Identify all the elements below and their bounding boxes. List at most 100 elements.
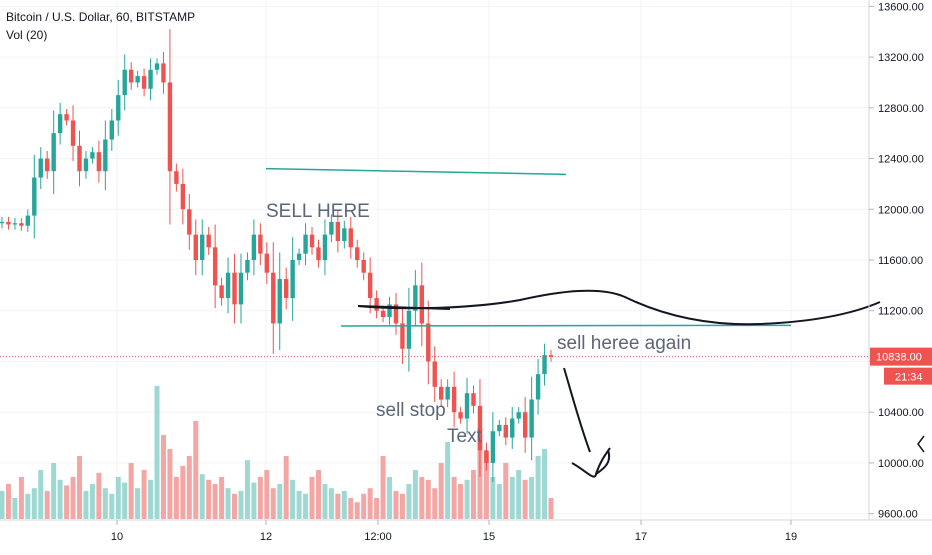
- candle-body: [380, 310, 386, 318]
- candle-body: [96, 152, 102, 172]
- volume-bar: [135, 488, 141, 519]
- candle-body: [329, 221, 334, 235]
- candle-body: [25, 215, 31, 226]
- volume-bar: [445, 442, 451, 519]
- candle-body: [12, 223, 18, 225]
- price-tick-label: 11600.00: [878, 255, 923, 267]
- volume-bar: [425, 479, 431, 519]
- curve-start-segment[interactable]: [357, 305, 451, 310]
- edge-chevron-icon[interactable]: [917, 435, 925, 453]
- volume-bar: [509, 477, 515, 519]
- volume-bar: [264, 470, 270, 519]
- volume-bar: [25, 493, 31, 519]
- candle-body: [187, 209, 192, 235]
- volume-bar: [109, 493, 115, 519]
- candle-body: [122, 69, 127, 96]
- candle-body: [439, 386, 444, 400]
- candle-body: [141, 76, 147, 89]
- volume-bar: [419, 477, 425, 519]
- price-tick-label: 12800.00: [878, 103, 924, 115]
- volume-indicator-label[interactable]: Vol (20): [6, 28, 48, 42]
- candle-body: [445, 386, 450, 400]
- candle-body: [258, 234, 263, 254]
- candle-body: [200, 234, 205, 260]
- candle-body: [516, 412, 521, 419]
- arrow-drawing[interactable]: [563, 367, 591, 453]
- candle-body: [535, 374, 541, 400]
- candle-body: [232, 272, 237, 305]
- candle-body: [451, 386, 457, 413]
- volume-bar: [173, 477, 179, 519]
- candle-body: [283, 279, 289, 299]
- candle-body: [0, 221, 5, 224]
- price-tick-label: 9600.00: [878, 509, 918, 521]
- candle-body: [432, 361, 437, 387]
- price-tick-label: 12400.00: [878, 154, 924, 166]
- price-tick-label: 12000.00: [878, 204, 924, 216]
- volume-bar: [535, 456, 541, 519]
- volume-bar: [542, 449, 548, 519]
- volume-bar: [64, 485, 70, 519]
- annotation-text[interactable]: Text: [447, 426, 483, 447]
- candle-body: [387, 304, 392, 318]
- trendline-lower[interactable]: [340, 324, 792, 327]
- candle-body: [167, 82, 173, 172]
- time-axis[interactable]: 10 12 12:00 15 17 19: [111, 520, 797, 543]
- volume-bar: [309, 477, 315, 519]
- annotation-sell-stop[interactable]: sell stop: [376, 400, 446, 421]
- volume-bar: [354, 502, 360, 519]
- price-tick-label: 10400.00: [878, 407, 924, 419]
- price-tick-label: 11200.00: [878, 306, 923, 318]
- candle-body: [277, 279, 282, 324]
- candle-body: [161, 63, 166, 83]
- candle-body: [154, 63, 160, 70]
- trendline-upper[interactable]: [265, 167, 567, 176]
- candle-body: [225, 272, 231, 299]
- volume-bar: [380, 456, 386, 519]
- candle-body: [529, 399, 534, 438]
- volume-bar: [77, 456, 83, 519]
- volume-bar: [490, 477, 496, 519]
- volume-bar: [283, 456, 289, 519]
- time-tick-label: 19: [785, 531, 797, 543]
- volume-bar: [199, 474, 205, 519]
- volume-bar: [244, 460, 250, 519]
- annotation-sell-here[interactable]: SELL HERE: [266, 201, 370, 222]
- candle-body: [503, 424, 508, 438]
- candle-body: [19, 223, 24, 226]
- candle-body: [342, 228, 347, 241]
- volume-bar: [516, 470, 522, 519]
- volume-bar: [102, 488, 108, 519]
- volume-bar: [322, 484, 328, 519]
- candle-body: [57, 114, 63, 134]
- arrowhead-drawing[interactable]: [571, 447, 611, 478]
- countdown-label: 21:34: [895, 372, 923, 384]
- volume-bar: [399, 493, 405, 519]
- volume-bar: [387, 477, 393, 519]
- curve-drawing[interactable]: [357, 289, 881, 326]
- candle-body: [309, 234, 315, 248]
- volume-bar: [270, 488, 276, 519]
- candle-body: [45, 158, 50, 172]
- candle-body: [83, 158, 89, 172]
- volume-bar: [83, 491, 89, 519]
- price-axis[interactable]: 13600.00 13200.00 12800.00 12400.00 12000.00…: [869, 1, 924, 521]
- candle-body: [219, 285, 224, 299]
- annotation-sell-again[interactable]: sell heree again: [557, 333, 691, 354]
- candle-body: [413, 285, 418, 311]
- candle-body: [238, 272, 244, 305]
- volume-bar: [18, 477, 24, 519]
- candle-body: [471, 393, 476, 406]
- candle-body: [109, 120, 114, 140]
- volume-bar: [128, 463, 134, 519]
- symbol-title[interactable]: Bitcoin / U.S. Dollar, 60, BITSTAMP: [6, 10, 196, 24]
- price-tick-label: 10000.00: [878, 458, 924, 470]
- candle-body: [490, 431, 496, 463]
- volume-bar: [529, 477, 535, 519]
- volume-bar: [141, 470, 147, 519]
- volume-bar: [483, 451, 489, 519]
- candle-body: [77, 145, 82, 172]
- volume-bar: [315, 470, 321, 519]
